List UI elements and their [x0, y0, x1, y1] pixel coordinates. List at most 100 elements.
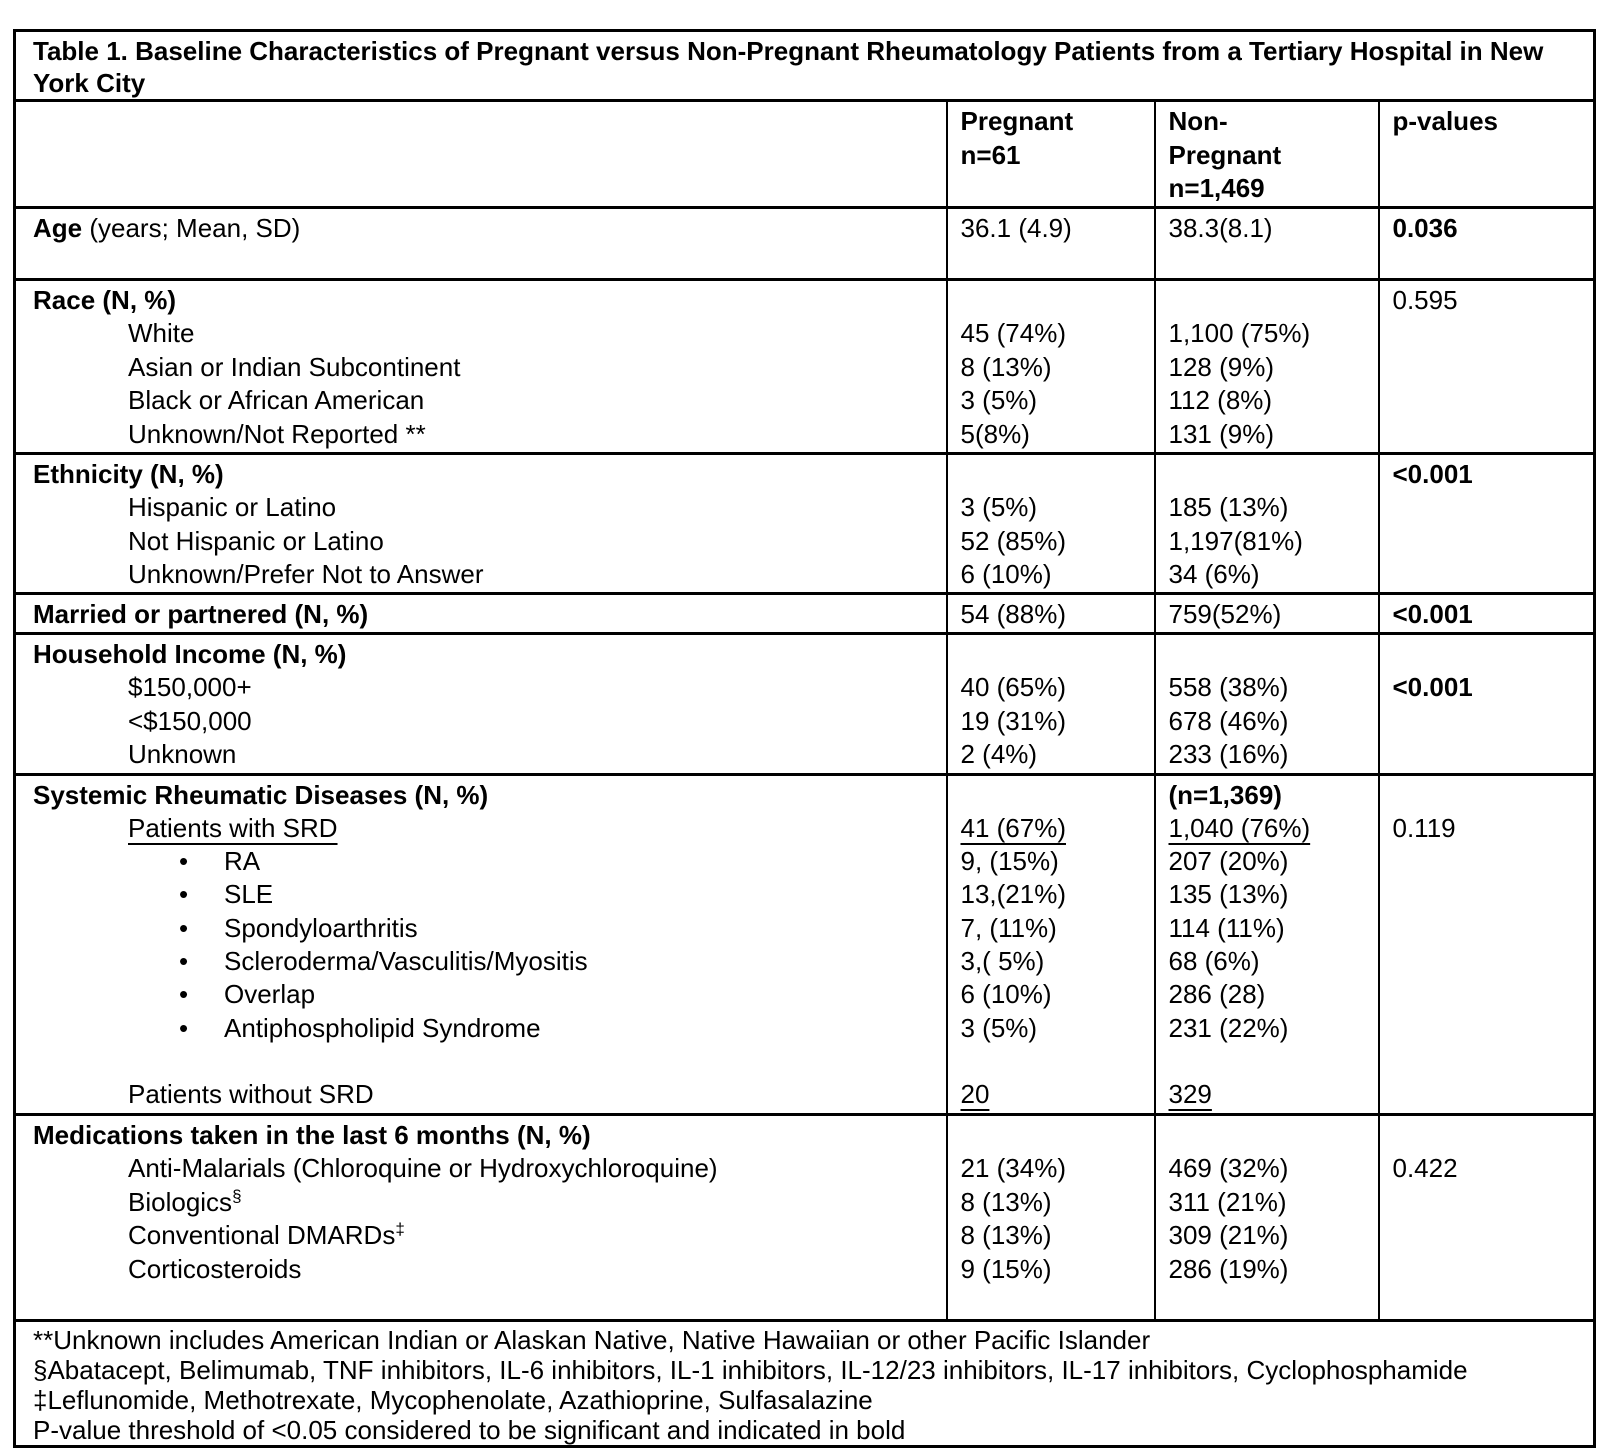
household-under150k-pregnant: 19 (31%) [960, 705, 1067, 736]
meds-dmards-nonpregnant: 309 (21%) [1168, 1220, 1289, 1250]
household-unknown-nonpregnant: 233 (16%) [1168, 739, 1289, 769]
srd-scleroderma-pregnant: 3,( 5%) [960, 945, 1045, 976]
household-under150k-label: <$150,000 [128, 705, 252, 736]
srd-bullet-overlap-label: Overlap [33, 978, 938, 1011]
srd-antiphospholipid-nonpregnant: 231 (22%) [1168, 1012, 1289, 1043]
ethnicity-section-label: Ethnicity (N, %) [33, 458, 224, 489]
double-dagger-symbol: ‡ [395, 1219, 405, 1239]
married-nonpregnant-value: 759(52%) [1168, 598, 1282, 629]
race-row-unknown-label: Unknown/Not Reported ** [128, 418, 426, 449]
household-pregnant-cell: 40 (65%) 19 (31%) 2 (4%) [945, 633, 1155, 774]
srd-ra-nonpregnant: 207 (20%) [1168, 846, 1289, 877]
race-asian-nonpregnant: 128 (9%) [1168, 351, 1275, 382]
race-pregnant-cell: 45 (74%) 8 (13%) 3 (5%) 5(8%) [945, 279, 1155, 453]
srd-with-pregnant: 41 (67%) [960, 812, 1067, 843]
section-symbol: § [232, 1185, 242, 1205]
married-label-cell: Married or partnered (N, %) [15, 593, 947, 633]
srd-overlap-pregnant: 6 (10%) [960, 979, 1052, 1010]
race-white-pregnant: 45 (74%) [960, 318, 1067, 348]
srd-scleroderma-nonpregnant: 68 (6%) [1168, 945, 1260, 976]
race-black-pregnant: 3 (5%) [960, 385, 1038, 415]
bullet-icon [179, 1013, 224, 1043]
age-nonpregnant-value: 38.3(8.1) [1168, 212, 1273, 243]
meds-corticosteroids-pregnant: 9 (15%) [960, 1253, 1052, 1284]
srd-sle-pregnant: 13,(21%) [960, 879, 1067, 910]
header-pvalues-label: p-values [1392, 106, 1499, 136]
age-nonpregnant-cell: 38.3(8.1) [1153, 207, 1379, 279]
srd-nonpregnant-cell: (n=1,369) 1,040 (76%) 207 (20%) 135 (13%… [1153, 774, 1379, 1114]
header-nonpregnant-line1: Non- [1168, 106, 1228, 136]
bullet-icon [179, 979, 224, 1009]
ethnicity-unknown-pregnant: 6 (10%) [960, 559, 1052, 589]
ethnicity-pregnant-cell: 3 (5%) 52 (85%) 6 (10%) [945, 453, 1155, 593]
ethnicity-hispanic-label: Hispanic or Latino [128, 492, 337, 522]
race-row-white-label: White [128, 318, 195, 348]
meds-pregnant-cell: 21 (34%) 8 (13%) 8 (13%) 9 (15%) [945, 1114, 1155, 1320]
married-label: Married or partnered (N, %) [33, 598, 369, 629]
bullet-icon [179, 946, 224, 976]
footnotes-cell: **Unknown includes American Indian or Al… [15, 1320, 1595, 1446]
ethnicity-unknown-nonpregnant: 34 (6%) [1168, 559, 1260, 589]
married-pvalue-cell: <0.001 [1377, 593, 1595, 633]
meds-dmards-pregnant: 8 (13%) [960, 1220, 1052, 1250]
meds-antimalarials-pregnant: 21 (34%) [960, 1153, 1067, 1183]
ethnicity-nothispanic-nonpregnant: 1,197(81%) [1168, 525, 1303, 556]
srd-bullet-scleroderma-label: Scleroderma/Vasculitis/Myositis [33, 945, 938, 978]
srd-section-label: Systemic Rheumatic Diseases (N, %) [33, 779, 489, 810]
header-pvalues: p-values [1377, 100, 1595, 207]
ethnicity-unknown-label: Unknown/Prefer Not to Answer [128, 559, 484, 589]
bullet-icon [179, 913, 224, 943]
bullet-icon [179, 846, 224, 876]
household-unknown-label: Unknown [128, 739, 237, 769]
header-pregnant-line1: Pregnant [960, 106, 1074, 136]
srd-without-pregnant: 20 [960, 1079, 990, 1110]
meds-pvalue: 0.422 [1392, 1153, 1458, 1183]
ethnicity-pvalue-cell: <0.001 [1377, 453, 1595, 593]
srd-overlap-nonpregnant: 286 (28) [1168, 979, 1266, 1010]
srd-spondyloarthritis-pregnant: 7, (11%) [960, 912, 1057, 943]
srd-label-cell: Systemic Rheumatic Diseases (N, %) Patie… [15, 774, 947, 1114]
srd-pvalue-cell: 0.119 [1377, 774, 1595, 1114]
meds-corticosteroids-label: Corticosteroids [128, 1253, 302, 1284]
srd-antiphospholipid-pregnant: 3 (5%) [960, 1012, 1038, 1043]
ethnicity-hispanic-pregnant: 3 (5%) [960, 492, 1038, 522]
race-black-nonpregnant: 112 (8%) [1168, 385, 1273, 415]
race-label-cell: Race (N, %) White Asian or Indian Subcon… [15, 279, 947, 453]
header-nonpregnant: Non- Pregnant n=1,469 [1153, 100, 1379, 207]
married-pregnant-cell: 54 (88%) [945, 593, 1155, 633]
household-pvalue-cell: <0.001 [1377, 633, 1595, 774]
race-pvalue-cell: 0.595 [1377, 279, 1595, 453]
meds-pvalue-cell: 0.422 [1377, 1114, 1595, 1320]
meds-biologics-nonpregnant: 311 (21%) [1168, 1186, 1287, 1217]
race-row-black-label: Black or African American [128, 385, 425, 415]
ethnicity-nothispanic-label: Not Hispanic or Latino [128, 525, 384, 556]
meds-nonpregnant-cell: 469 (32%) 311 (21%) 309 (21%) 286 (19%) [1153, 1114, 1379, 1320]
household-section-label: Household Income (N, %) [33, 638, 347, 669]
ethnicity-nothispanic-pregnant: 52 (85%) [960, 525, 1067, 556]
meds-antimalarials-nonpregnant: 469 (32%) [1168, 1153, 1289, 1183]
meds-biologics-pregnant: 8 (13%) [960, 1186, 1052, 1217]
footnote-biologics-list: §Abatacept, Belimumab, TNF inhibitors, I… [33, 1354, 1468, 1385]
race-pvalue: 0.595 [1392, 284, 1458, 315]
srd-bullet-spondyloarthritis-label: Spondyloarthritis [33, 912, 938, 945]
meds-antimalarials-label: Anti-Malarials (Chloroquine or Hydroxych… [128, 1153, 718, 1183]
age-pvalue: 0.036 [1392, 212, 1458, 243]
table-title: Table 1. Baseline Characteristics of Pre… [33, 36, 1544, 98]
footnote-unknown-races: **Unknown includes American Indian or Al… [33, 1324, 1151, 1355]
age-pregnant-cell: 36.1 (4.9) [945, 207, 1155, 279]
age-pregnant-value: 36.1 (4.9) [960, 212, 1072, 243]
ethnicity-pvalue: <0.001 [1392, 458, 1473, 489]
srd-nonpregnant-n: (n=1,369) [1168, 779, 1282, 810]
srd-without-label: Patients without SRD [128, 1079, 374, 1110]
race-unknown-nonpregnant: 131 (9%) [1168, 418, 1275, 449]
srd-bullet-sle-label: SLE [33, 878, 938, 911]
household-nonpregnant-cell: 558 (38%) 678 (46%) 233 (16%) [1153, 633, 1379, 774]
ethnicity-hispanic-nonpregnant: 185 (13%) [1168, 492, 1289, 522]
header-nonpregnant-line3: n=1,469 [1168, 173, 1265, 203]
meds-corticosteroids-nonpregnant: 286 (19%) [1168, 1253, 1289, 1284]
meds-dmards-label: Conventional DMARDs‡ [128, 1219, 405, 1250]
header-empty-cell [15, 101, 947, 208]
srd-bullet-antiphospholipid-label: Antiphospholipid Syndrome [33, 1012, 938, 1045]
srd-with-label: Patients with SRD [128, 812, 338, 843]
age-label-cell: Age (years; Mean, SD) [15, 207, 947, 279]
